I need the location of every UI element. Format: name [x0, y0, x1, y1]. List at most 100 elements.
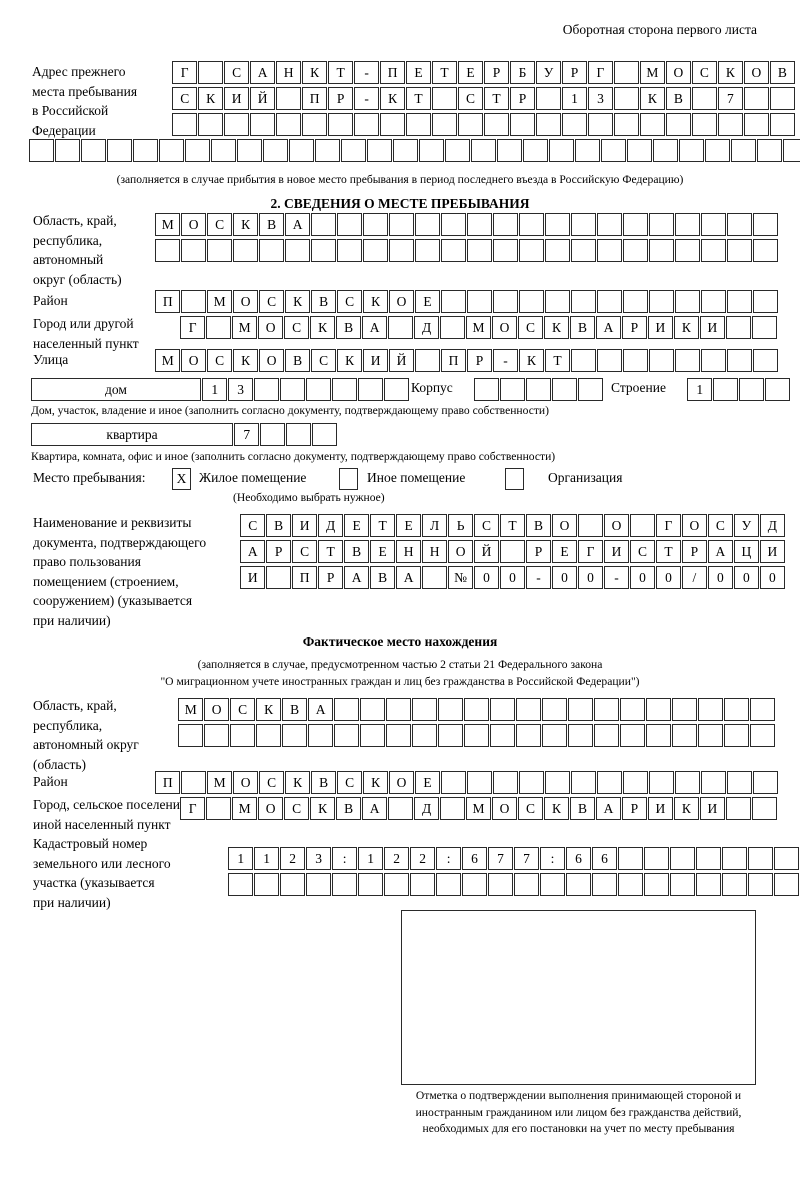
cadastral-r2-cell-3[interactable] — [279, 873, 306, 896]
cadastral-r1-cell-1[interactable]: 1 — [228, 847, 254, 870]
region-r1-cell-8[interactable] — [336, 213, 363, 236]
cadastral-r2-cell-17[interactable] — [643, 873, 670, 896]
document-r3-cell-18[interactable]: / — [681, 566, 708, 589]
region-r2-cell-12[interactable] — [440, 239, 467, 262]
prev-address-r1-cell-16[interactable]: Р — [561, 61, 588, 84]
prev-address-r4-cell-23[interactable] — [600, 139, 627, 162]
cadastral-r2-cell-2[interactable] — [253, 873, 280, 896]
actual-region-r2-cell-15[interactable] — [541, 724, 568, 747]
street-cell-5[interactable]: О — [258, 349, 285, 372]
flat-cell-2[interactable] — [259, 423, 286, 446]
prev-address-r4-cell-21[interactable] — [548, 139, 575, 162]
document-r2-cell-8[interactable]: Н — [421, 540, 448, 563]
region-r1-cell-2[interactable]: О — [180, 213, 207, 236]
region-r1-cell-1[interactable]: М — [155, 213, 181, 236]
actual-region-r1-cell-14[interactable] — [515, 698, 542, 721]
cadastral-r2-cell-9[interactable] — [435, 873, 462, 896]
document-r2-cell-5[interactable]: В — [343, 540, 370, 563]
region-r2-cell-5[interactable] — [258, 239, 285, 262]
region-r2-cell-10[interactable] — [388, 239, 415, 262]
prev-address-r3-cell-2[interactable] — [197, 113, 224, 136]
document-r3-cell-7[interactable]: А — [395, 566, 422, 589]
prev-address-r2-cell-17[interactable]: 3 — [587, 87, 614, 110]
prev-address-r4-cell-5[interactable] — [132, 139, 159, 162]
district-cell-21[interactable] — [674, 290, 701, 313]
actual-city-cell-19[interactable]: И — [647, 797, 674, 820]
prev-address-r3-cell-10[interactable] — [405, 113, 432, 136]
flat-cell-4[interactable] — [311, 423, 338, 446]
prev-address-r4-cell-15[interactable] — [392, 139, 419, 162]
city-cell-1[interactable]: Г — [180, 316, 206, 339]
street-cell-10[interactable]: Й — [388, 349, 415, 372]
actual-region-r2-cell-1[interactable] — [178, 724, 204, 747]
document-r2-cell-18[interactable]: Р — [681, 540, 708, 563]
region-r1-cell-14[interactable] — [492, 213, 519, 236]
prev-address-r4-cell-11[interactable] — [288, 139, 315, 162]
prev-address-r3-cell-20[interactable] — [665, 113, 692, 136]
city-cell-22[interactable] — [725, 316, 752, 339]
document-r3-cell-5[interactable]: А — [343, 566, 370, 589]
prev-address-r1-cell-10[interactable]: Е — [405, 61, 432, 84]
actual-district-cell-12[interactable] — [440, 771, 467, 794]
document-r2-cell-4[interactable]: Т — [317, 540, 344, 563]
document-r2-cell-10[interactable]: Й — [473, 540, 500, 563]
document-r1-cell-20[interactable]: У — [733, 514, 760, 537]
actual-region-r1-cell-10[interactable] — [411, 698, 438, 721]
prev-address-r2-cell-8[interactable]: - — [353, 87, 380, 110]
cadastral-r1-cell-13[interactable]: : — [539, 847, 566, 870]
actual-city-cell-4[interactable]: О — [257, 797, 284, 820]
cadastral-r2-cell-19[interactable] — [695, 873, 722, 896]
stroenie-cell-1[interactable]: 1 — [687, 378, 713, 401]
actual-district-cell-13[interactable] — [466, 771, 493, 794]
prev-address-r2-cell-20[interactable]: В — [665, 87, 692, 110]
prev-address-r4-cell-28[interactable] — [730, 139, 756, 162]
street-cell-13[interactable]: Р — [466, 349, 493, 372]
prev-address-r4-cell-9[interactable] — [236, 139, 263, 162]
city-cell-18[interactable]: Р — [621, 316, 648, 339]
cadastral-r1-cell-12[interactable]: 7 — [513, 847, 540, 870]
actual-region-row-2[interactable] — [178, 724, 776, 747]
actual-city-cell-16[interactable]: В — [569, 797, 596, 820]
prev-address-r1-cell-24[interactable]: В — [769, 61, 796, 84]
actual-district-cell-6[interactable]: К — [284, 771, 311, 794]
document-r2-cell-21[interactable]: И — [759, 540, 786, 563]
district-cell-8[interactable]: С — [336, 290, 363, 313]
actual-region-r2-cell-6[interactable] — [307, 724, 334, 747]
region-r2-cell-7[interactable] — [310, 239, 337, 262]
prev-address-row-3[interactable] — [172, 113, 796, 136]
region-r2-cell-19[interactable] — [622, 239, 649, 262]
city-cell-9[interactable] — [387, 316, 414, 339]
actual-region-r1-cell-19[interactable] — [645, 698, 672, 721]
region-r2-cell-22[interactable] — [700, 239, 727, 262]
cadastral-r2-cell-11[interactable] — [487, 873, 514, 896]
prev-address-r4-cell-20[interactable] — [522, 139, 549, 162]
korpus-cell-1[interactable] — [474, 378, 500, 401]
actual-city-cell-3[interactable]: М — [231, 797, 258, 820]
actual-region-r1-cell-6[interactable]: А — [307, 698, 334, 721]
document-r1-cell-21[interactable]: Д — [759, 514, 786, 537]
cadastral-row-2[interactable] — [228, 873, 800, 896]
prev-address-r4-cell-10[interactable] — [262, 139, 289, 162]
street-cell-4[interactable]: К — [232, 349, 259, 372]
prev-address-r3-cell-3[interactable] — [223, 113, 250, 136]
city-cell-5[interactable]: С — [283, 316, 310, 339]
prev-address-r1-cell-17[interactable]: Г — [587, 61, 614, 84]
checkbox-residential[interactable]: X — [172, 468, 191, 490]
house-cell-5[interactable] — [305, 378, 332, 401]
prev-address-r2-cell-1[interactable]: С — [172, 87, 198, 110]
house-cell-4[interactable] — [279, 378, 306, 401]
street-cell-21[interactable] — [674, 349, 701, 372]
actual-region-r2-cell-3[interactable] — [229, 724, 256, 747]
document-r2-cell-11[interactable] — [499, 540, 526, 563]
actual-region-r2-cell-23[interactable] — [749, 724, 776, 747]
prev-address-r3-cell-18[interactable] — [613, 113, 640, 136]
korpus-cell-2[interactable] — [499, 378, 526, 401]
house-cell-7[interactable] — [357, 378, 384, 401]
cadastral-r1-cell-6[interactable]: 1 — [357, 847, 384, 870]
actual-district-cell-3[interactable]: М — [206, 771, 233, 794]
cadastral-r1-cell-3[interactable]: 2 — [279, 847, 306, 870]
region-r1-cell-4[interactable]: К — [232, 213, 259, 236]
city-cell-23[interactable] — [751, 316, 778, 339]
prev-address-r1-cell-9[interactable]: П — [379, 61, 406, 84]
district-cell-5[interactable]: С — [258, 290, 285, 313]
